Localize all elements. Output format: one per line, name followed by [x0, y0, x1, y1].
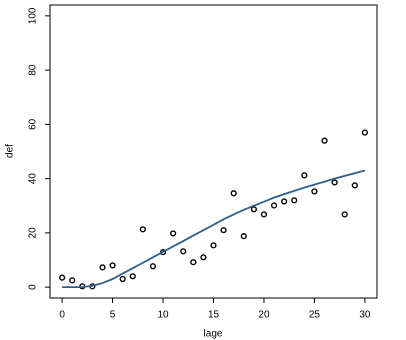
point — [281, 198, 288, 205]
point — [311, 188, 318, 195]
y-tick-label: 100 — [28, 7, 39, 24]
y-tick-label: 40 — [28, 173, 39, 185]
x-tick-label: 0 — [59, 310, 65, 321]
point — [210, 242, 217, 249]
point — [321, 137, 328, 144]
y-axis-label: def — [5, 144, 16, 158]
fit-line — [62, 169, 366, 289]
x-tick-label: 10 — [157, 310, 169, 321]
point — [200, 254, 207, 261]
point — [149, 263, 157, 270]
x-tick-label: 15 — [208, 310, 220, 321]
point — [260, 211, 268, 218]
x-tick-label: 5 — [110, 310, 116, 321]
point — [180, 248, 187, 255]
x-axis-label: lage — [204, 329, 223, 340]
point — [270, 202, 278, 209]
point — [69, 277, 76, 284]
point — [99, 264, 106, 271]
point — [129, 273, 136, 280]
point — [119, 275, 126, 283]
y-tick-label: 20 — [28, 227, 39, 239]
x-tick-label: 20 — [258, 310, 270, 321]
point — [240, 233, 247, 240]
point — [190, 259, 197, 266]
point — [250, 206, 257, 213]
point — [230, 190, 237, 197]
x-tick-label: 30 — [359, 310, 371, 321]
point — [301, 172, 308, 179]
point — [351, 182, 358, 189]
point — [341, 211, 348, 218]
point — [291, 197, 298, 204]
point — [139, 226, 146, 233]
point — [170, 230, 177, 237]
point — [331, 179, 338, 186]
x-tick-label: 25 — [309, 310, 321, 321]
plot-frame — [49, 4, 378, 299]
y-tick-label: 60 — [28, 118, 39, 130]
y-tick-label: 80 — [28, 64, 39, 76]
point — [59, 274, 66, 281]
point — [109, 262, 116, 269]
point — [220, 227, 227, 234]
y-tick-label: 0 — [28, 284, 39, 290]
point — [361, 129, 368, 136]
